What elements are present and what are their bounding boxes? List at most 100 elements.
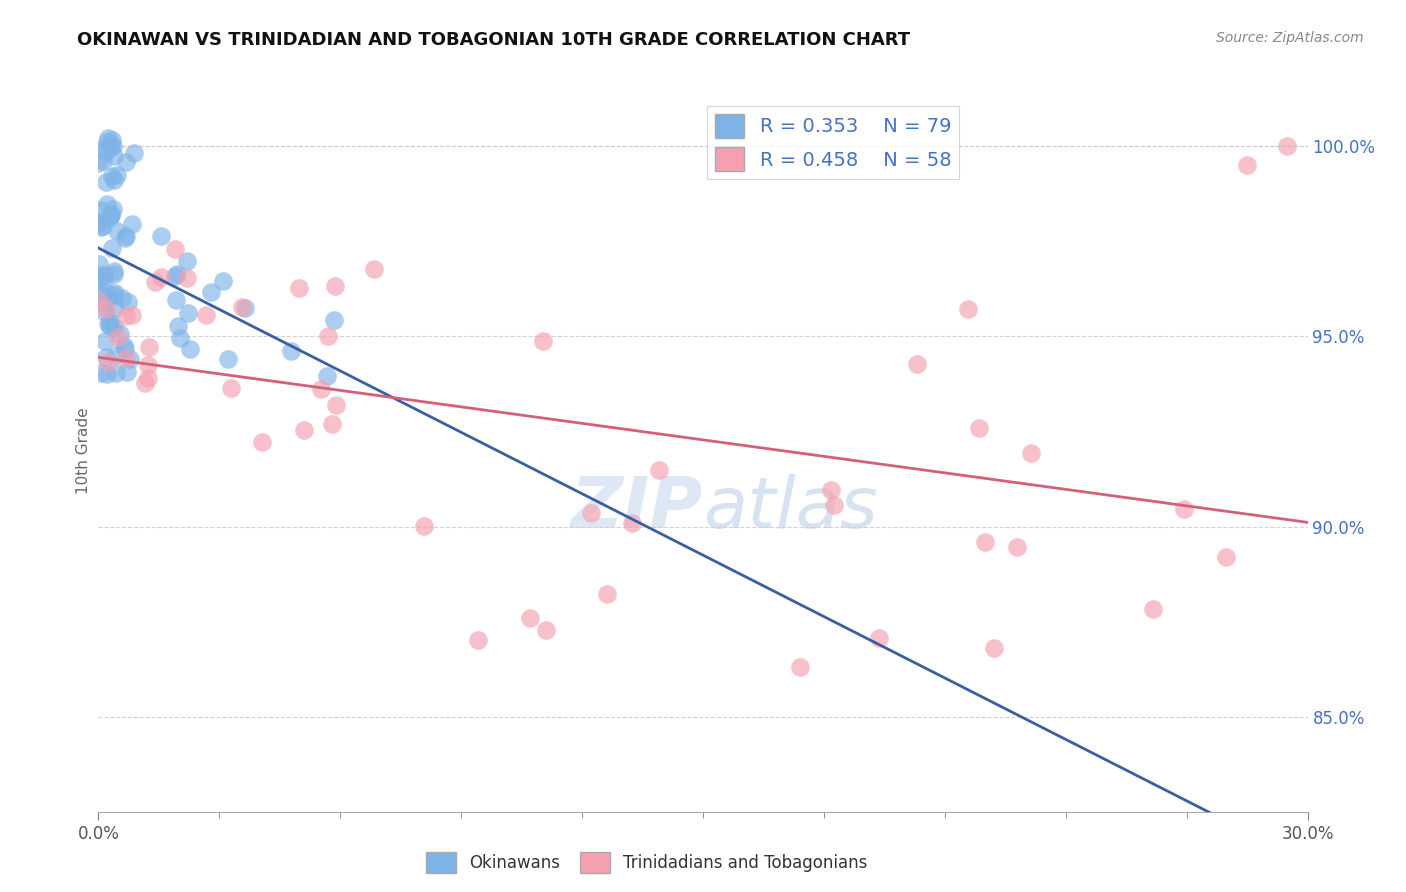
Point [108, 326, 131, 341]
Point [97, 318, 120, 332]
Point [100, 209, 122, 223]
Point [1236, 158, 1258, 172]
Point [621, 516, 644, 530]
Legend: Okinawans, Trinidadians and Tobagonians: Okinawans, Trinidadians and Tobagonians [419, 846, 875, 880]
Point [217, 352, 239, 367]
Point [90, 220, 112, 235]
Point [94, 285, 117, 299]
Point [231, 300, 253, 314]
Point [1215, 550, 1237, 565]
Point [115, 365, 138, 379]
Point [90, 366, 112, 380]
Point [311, 383, 333, 397]
Point [194, 309, 217, 323]
Point [101, 133, 124, 147]
Point [363, 262, 385, 277]
Point [288, 281, 311, 295]
Point [101, 139, 124, 153]
Point [94, 175, 117, 189]
Point [114, 231, 136, 245]
Point [150, 270, 173, 285]
Text: atlas: atlas [703, 474, 877, 542]
Point [107, 330, 129, 344]
Point [114, 343, 136, 357]
Y-axis label: 10th Grade: 10th Grade [76, 407, 91, 494]
Point [163, 269, 186, 284]
Point [165, 293, 187, 307]
Point [91, 295, 114, 310]
Point [166, 267, 188, 281]
Point [93, 274, 115, 288]
Point [97, 130, 120, 145]
Point [1277, 139, 1299, 153]
Point [114, 229, 136, 244]
Point [292, 423, 315, 437]
Point [322, 313, 344, 327]
Point [89, 294, 111, 309]
Point [89, 216, 111, 230]
Point [820, 483, 842, 497]
Point [98, 210, 121, 224]
Point [94, 334, 117, 348]
Point [1019, 446, 1042, 460]
Text: ZIP: ZIP [571, 474, 703, 542]
Point [219, 381, 242, 395]
Point [90, 268, 112, 282]
Point [103, 173, 125, 187]
Point [531, 334, 554, 348]
Point [316, 329, 339, 343]
Point [94, 350, 117, 364]
Point [325, 399, 347, 413]
Point [974, 535, 997, 549]
Point [467, 633, 489, 648]
Point [111, 291, 134, 305]
Point [91, 142, 114, 156]
Point [93, 268, 115, 282]
Point [96, 145, 118, 159]
Point [97, 355, 120, 369]
Point [167, 319, 190, 334]
Point [104, 301, 127, 316]
Point [138, 340, 160, 354]
Point [868, 631, 890, 645]
Point [98, 315, 121, 329]
Point [103, 267, 125, 281]
Point [280, 343, 302, 358]
Point [96, 197, 118, 211]
Point [212, 274, 235, 288]
Point [103, 202, 125, 216]
Point [103, 148, 125, 162]
Point [118, 351, 141, 366]
Point [179, 342, 201, 356]
Point [967, 420, 990, 434]
Point [94, 304, 117, 318]
Point [90, 288, 112, 302]
Point [536, 623, 558, 637]
Point [87, 257, 110, 271]
Point [96, 367, 118, 381]
Point [143, 275, 166, 289]
Point [121, 217, 143, 231]
Point [956, 302, 979, 317]
Point [648, 463, 671, 477]
Point [122, 146, 145, 161]
Point [315, 369, 337, 384]
Point [789, 660, 811, 674]
Point [105, 168, 128, 182]
Point [103, 320, 125, 334]
Point [1173, 501, 1195, 516]
Point [176, 306, 198, 320]
Point [169, 331, 191, 345]
Point [176, 254, 198, 268]
Point [136, 358, 159, 372]
Point [519, 611, 541, 625]
Point [103, 264, 125, 278]
Point [323, 278, 346, 293]
Point [103, 287, 125, 301]
Point [114, 155, 136, 169]
Point [983, 641, 1005, 656]
Point [136, 371, 159, 385]
Point [1142, 602, 1164, 616]
Text: Source: ZipAtlas.com: Source: ZipAtlas.com [1216, 31, 1364, 45]
Point [579, 506, 602, 520]
